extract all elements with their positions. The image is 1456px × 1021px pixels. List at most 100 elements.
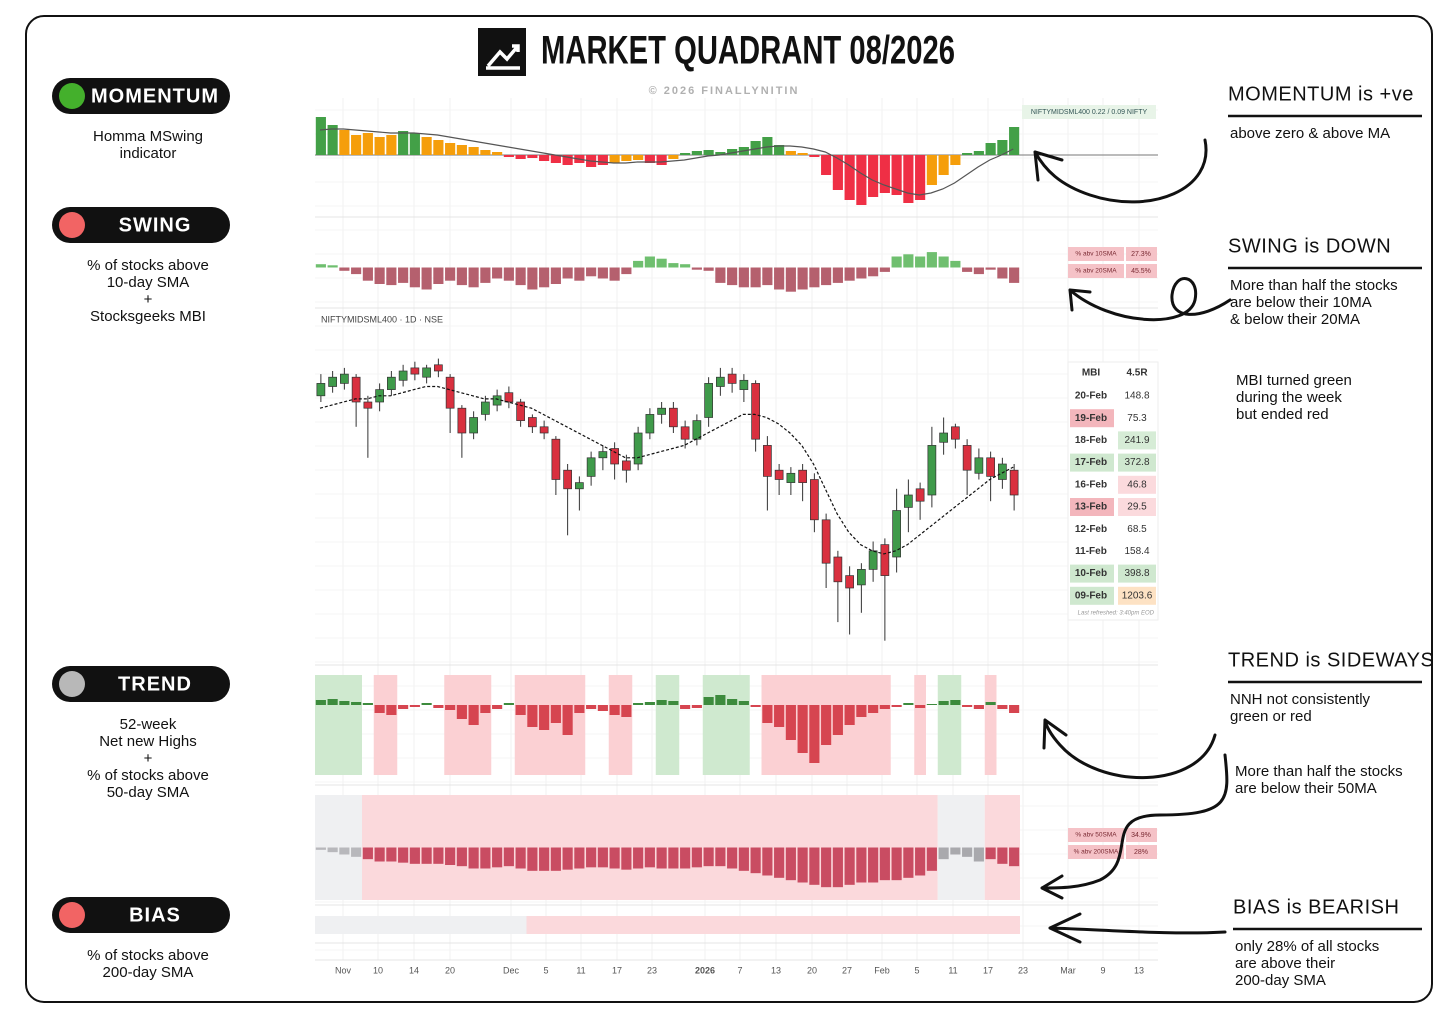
mbi-header: 4.5R xyxy=(1126,368,1148,379)
bar xyxy=(433,705,444,708)
bar xyxy=(539,705,550,730)
bar xyxy=(950,260,961,268)
bar xyxy=(574,267,585,281)
indicator-desc: + xyxy=(144,291,153,308)
bar xyxy=(785,705,796,740)
bar xyxy=(315,117,326,155)
bar xyxy=(891,155,902,195)
candle-body xyxy=(951,426,960,440)
bar xyxy=(421,137,432,155)
bar xyxy=(351,847,362,857)
mbi-footnote: Last refreshed: 3:40pm EOD xyxy=(1078,611,1155,617)
bar xyxy=(762,847,773,876)
bar xyxy=(668,701,679,705)
bar xyxy=(821,267,832,286)
chip-label: % abv 20SMA xyxy=(1075,268,1117,275)
candle-body xyxy=(434,364,443,372)
annotation-text: More than half the stocks xyxy=(1230,277,1398,294)
bar xyxy=(1009,267,1020,283)
candle-body xyxy=(586,457,596,477)
bar xyxy=(633,155,644,160)
candle-body xyxy=(669,407,678,428)
mbi-date: 12-Feb xyxy=(1075,524,1107,535)
annotation-text: during the week xyxy=(1236,389,1342,406)
bar xyxy=(997,140,1008,155)
bar xyxy=(785,847,796,881)
bar xyxy=(738,847,749,871)
candle-body xyxy=(575,482,584,490)
bar xyxy=(480,150,491,155)
bar xyxy=(621,847,632,870)
bar xyxy=(1009,847,1020,867)
candle-body xyxy=(316,383,326,397)
bar xyxy=(680,705,691,709)
bar xyxy=(797,847,808,883)
chip-label-bg xyxy=(1068,264,1124,278)
bar xyxy=(809,705,820,763)
candle-body xyxy=(763,445,772,477)
bar xyxy=(774,847,785,878)
bar xyxy=(409,705,420,707)
indicator-desc: indicator xyxy=(120,145,177,162)
x-tick-label: 17 xyxy=(612,965,622,975)
bar xyxy=(821,705,832,745)
bar xyxy=(762,705,773,723)
candle-body xyxy=(328,376,337,387)
bar xyxy=(868,267,879,277)
chip-value-bg xyxy=(1126,845,1157,859)
mbi-date: 09-Feb xyxy=(1075,590,1107,601)
bar xyxy=(985,143,996,155)
credit: © 2026 FINALLYNITIN xyxy=(649,85,800,97)
mbi-value: 29.5 xyxy=(1127,502,1147,513)
mbi-value: 398.8 xyxy=(1124,568,1149,579)
bar xyxy=(574,705,585,713)
bar xyxy=(433,847,444,864)
chip-value: 27.3% xyxy=(1131,251,1151,258)
bar xyxy=(915,847,926,876)
bar xyxy=(821,155,832,175)
bar xyxy=(656,847,667,869)
candle-body xyxy=(986,457,995,477)
bar xyxy=(374,705,385,713)
bar xyxy=(703,150,714,155)
bar xyxy=(586,705,597,709)
chip-label-bg xyxy=(1068,845,1124,859)
indicator-name: SWING xyxy=(119,214,192,236)
candle-body xyxy=(845,575,854,589)
candle-body xyxy=(410,367,420,375)
bar xyxy=(962,267,973,272)
bar xyxy=(727,847,738,869)
mbi-date: 16-Feb xyxy=(1075,479,1107,490)
bar xyxy=(503,155,514,157)
bar xyxy=(609,267,620,281)
bar xyxy=(374,137,385,155)
bar xyxy=(386,135,397,155)
mbi-date: 10-Feb xyxy=(1075,568,1107,579)
bar xyxy=(797,153,808,155)
candle-body xyxy=(998,463,1007,480)
bar xyxy=(586,267,597,277)
candle-body xyxy=(363,401,373,409)
bar xyxy=(456,705,467,719)
bar xyxy=(774,267,785,290)
candle-body xyxy=(539,426,549,434)
bar xyxy=(680,847,691,869)
ma-line xyxy=(319,385,1014,555)
bar xyxy=(539,847,550,871)
indicator-name: BIAS xyxy=(129,904,181,926)
chip-value-bg xyxy=(1126,247,1157,261)
bar xyxy=(715,847,726,867)
bar xyxy=(456,847,467,867)
bar xyxy=(915,256,926,268)
bar xyxy=(515,267,526,286)
bar xyxy=(832,155,843,190)
chip-value: 34.9% xyxy=(1131,832,1151,839)
chip-label: % abv 200SMA xyxy=(1074,849,1119,856)
annotation-heading: TREND is SIDEWAYS xyxy=(1228,649,1434,671)
candle-body xyxy=(798,469,807,483)
bar xyxy=(668,847,679,869)
mbi-date-cell xyxy=(1070,409,1114,428)
bar xyxy=(492,267,503,279)
mbi-value-cell xyxy=(1118,453,1156,472)
mbi-date-cell xyxy=(1070,564,1114,583)
